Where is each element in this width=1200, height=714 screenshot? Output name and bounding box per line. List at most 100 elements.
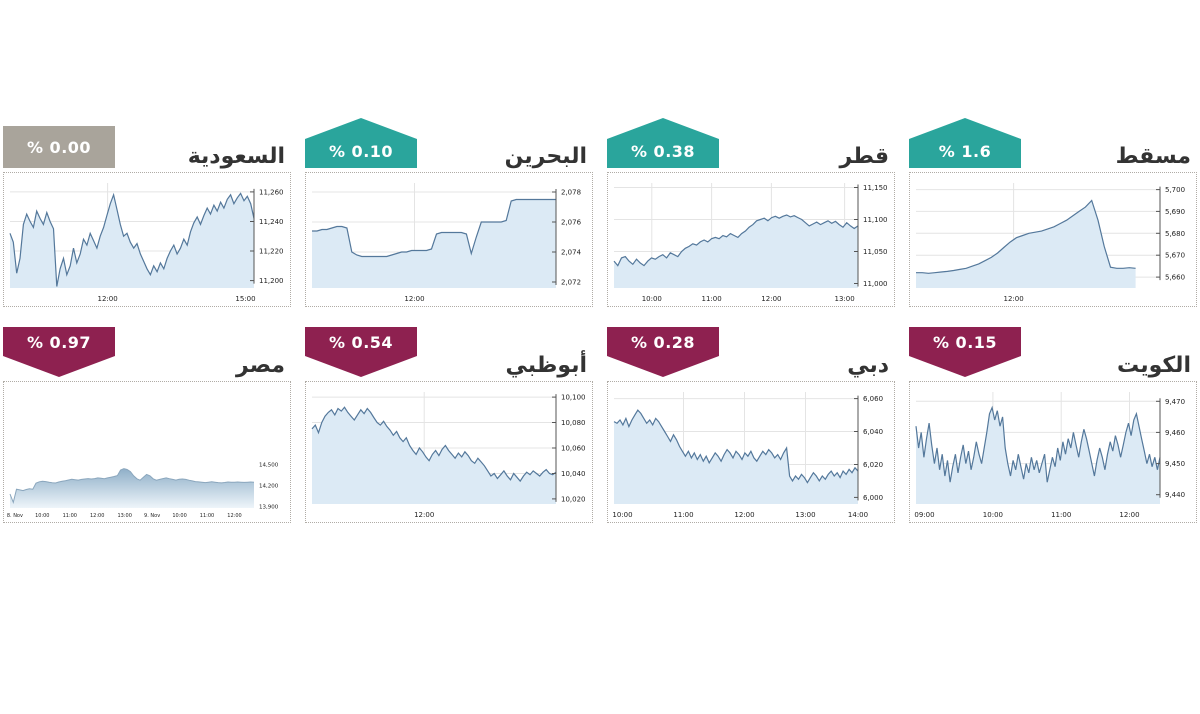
market-card-qatar: % 0.38 قطر 11,150 11,100 11,050 11,000 10:00… xyxy=(607,118,895,307)
market-title: مصر xyxy=(236,353,285,378)
svg-text:6,000: 6,000 xyxy=(863,494,883,502)
card-header: % 0.28 دبي xyxy=(607,327,895,381)
change-badge-up-arrow: % 1.6 xyxy=(909,118,1021,168)
svg-text:10,060: 10,060 xyxy=(561,445,586,453)
svg-text:6,060: 6,060 xyxy=(863,395,883,403)
svg-text:9. Nov: 9. Nov xyxy=(144,513,160,519)
price-chart: 11,260 11,240 11,220 11,200 12:00 15:00 xyxy=(9,183,284,303)
svg-text:10:00: 10:00 xyxy=(172,513,186,519)
card-header: % 0.00 السعودية xyxy=(3,118,291,172)
card-header: % 0.38 قطر xyxy=(607,118,895,172)
svg-text:5,680: 5,680 xyxy=(1165,230,1185,238)
change-value: % 0.28 xyxy=(630,333,696,352)
chart-panel: 14,500 14,200 13,900 8. Nov 10:00 11:00 12:00 1… xyxy=(3,381,291,523)
svg-text:11,000: 11,000 xyxy=(863,280,888,288)
svg-text:12:00: 12:00 xyxy=(1004,295,1024,303)
svg-text:12:00: 12:00 xyxy=(1119,511,1139,519)
change-badge-down-arrow: % 0.54 xyxy=(305,327,417,377)
svg-text:10:00: 10:00 xyxy=(642,295,662,303)
svg-text:11,260: 11,260 xyxy=(259,188,284,196)
svg-text:10:00: 10:00 xyxy=(35,513,49,519)
market-card-abudhabi: % 0.54 أبوظبي 10,100 10,080 10,060 10,040 10… xyxy=(305,327,593,523)
svg-text:12:00: 12:00 xyxy=(227,513,241,519)
change-badge-up-arrow: % 0.10 xyxy=(305,118,417,168)
svg-text:13:00: 13:00 xyxy=(795,511,815,519)
svg-text:6,040: 6,040 xyxy=(863,428,883,436)
change-value: % 0.10 xyxy=(328,142,394,161)
svg-text:12:00: 12:00 xyxy=(734,511,754,519)
change-value: % 0.38 xyxy=(630,142,696,161)
market-title: أبوظبي xyxy=(505,353,587,378)
svg-text:11,050: 11,050 xyxy=(863,248,888,256)
market-card-bahrain: % 0.10 البحرين 2,078 2,076 2,074 2,072 12:00 xyxy=(305,118,593,307)
svg-text:5,670: 5,670 xyxy=(1165,252,1185,260)
svg-text:9,460: 9,460 xyxy=(1165,429,1185,437)
svg-text:6,020: 6,020 xyxy=(863,461,883,469)
market-card-kuwait: % 0.15 الكويت 9,470 9,460 9,450 9,440 09:00 1… xyxy=(909,327,1197,523)
price-chart: 6,060 6,040 6,020 6,000 10:00 11:00 12:00 13:00… xyxy=(612,392,883,519)
svg-text:11,220: 11,220 xyxy=(259,248,284,256)
card-header: % 0.10 البحرين xyxy=(305,118,593,172)
card-header: % 0.15 الكويت xyxy=(909,327,1197,381)
svg-text:15:00: 15:00 xyxy=(235,295,255,303)
chart-panel: 11,150 11,100 11,050 11,000 10:00 11:00 12:00 1… xyxy=(607,172,895,307)
change-value: % 0.97 xyxy=(26,333,92,352)
svg-text:11:00: 11:00 xyxy=(1051,511,1071,519)
svg-text:5,690: 5,690 xyxy=(1165,208,1185,216)
card-header: % 0.97 مصر xyxy=(3,327,291,381)
svg-text:11:00: 11:00 xyxy=(200,513,214,519)
svg-text:13:00: 13:00 xyxy=(117,513,131,519)
market-card-egypt: % 0.97 مصر 14,500 14,200 13,900 8. Nov 10:00… xyxy=(3,327,291,523)
svg-text:5,660: 5,660 xyxy=(1165,274,1185,282)
market-title: البحرين xyxy=(504,144,587,169)
svg-text:2,074: 2,074 xyxy=(561,249,582,257)
chart-panel: 5,700 5,690 5,680 5,670 5,660 12:00 xyxy=(909,172,1197,307)
chart-panel: 10,100 10,080 10,060 10,040 10,020 12:00 xyxy=(305,381,593,523)
svg-text:10,080: 10,080 xyxy=(561,419,586,427)
market-title: السعودية xyxy=(187,144,285,169)
change-value: % 0.00 xyxy=(26,137,92,157)
price-chart: 10,100 10,080 10,060 10,040 10,020 12:00 xyxy=(311,392,586,519)
change-badge-down-arrow: % 0.97 xyxy=(3,327,115,377)
svg-text:11,150: 11,150 xyxy=(863,184,888,192)
svg-text:11:00: 11:00 xyxy=(702,295,722,303)
chart-panel: 6,060 6,040 6,020 6,000 10:00 11:00 12:00 13:00… xyxy=(607,381,895,523)
svg-text:09:00: 09:00 xyxy=(914,511,934,519)
change-badge-down-arrow: % 0.15 xyxy=(909,327,1021,377)
price-chart: 5,700 5,690 5,680 5,670 5,660 12:00 xyxy=(916,183,1185,303)
svg-text:2,072: 2,072 xyxy=(561,279,581,287)
card-header: % 1.6 مسقط xyxy=(909,118,1197,172)
svg-text:10:00: 10:00 xyxy=(983,511,1003,519)
svg-text:2,078: 2,078 xyxy=(561,189,581,197)
svg-text:12:00: 12:00 xyxy=(414,511,434,519)
svg-text:10,020: 10,020 xyxy=(561,495,586,503)
markets-grid: % 0.00 السعودية 11,260 11,240 11,220 11,200… xyxy=(3,118,1197,523)
svg-text:13,900: 13,900 xyxy=(259,505,279,511)
chart-panel: 9,470 9,460 9,450 9,440 09:00 10:00 11:00 12:00 xyxy=(909,381,1197,523)
price-chart: 14,500 14,200 13,900 8. Nov 10:00 11:00 12:00 1… xyxy=(7,463,279,519)
svg-text:14,200: 14,200 xyxy=(259,484,279,490)
card-header: % 0.54 أبوظبي xyxy=(305,327,593,381)
change-badge-down-arrow: % 0.28 xyxy=(607,327,719,377)
svg-text:11:00: 11:00 xyxy=(63,513,77,519)
change-value: % 0.15 xyxy=(932,333,998,352)
chart-panel: 11,260 11,240 11,220 11,200 12:00 15:00 xyxy=(3,172,291,307)
svg-text:9,470: 9,470 xyxy=(1165,398,1185,406)
svg-text:2,076: 2,076 xyxy=(561,219,582,227)
svg-text:11,100: 11,100 xyxy=(863,216,888,224)
svg-text:10,100: 10,100 xyxy=(561,394,586,402)
svg-text:11:00: 11:00 xyxy=(673,511,693,519)
price-chart: 11,150 11,100 11,050 11,000 10:00 11:00 12:00 1… xyxy=(613,183,888,303)
chart-panel: 2,078 2,076 2,074 2,072 12:00 xyxy=(305,172,593,307)
svg-text:5,700: 5,700 xyxy=(1165,186,1185,194)
svg-text:10:00: 10:00 xyxy=(612,511,632,519)
market-title: الكويت xyxy=(1117,353,1191,378)
change-badge-flat: % 0.00 xyxy=(3,126,115,168)
svg-text:10,040: 10,040 xyxy=(561,470,586,478)
svg-text:14,500: 14,500 xyxy=(259,463,279,469)
change-badge-up-arrow: % 0.38 xyxy=(607,118,719,168)
market-title: قطر xyxy=(839,144,889,169)
svg-text:9,450: 9,450 xyxy=(1165,460,1185,468)
svg-text:9,440: 9,440 xyxy=(1165,491,1185,499)
change-value: % 1.6 xyxy=(938,142,992,161)
